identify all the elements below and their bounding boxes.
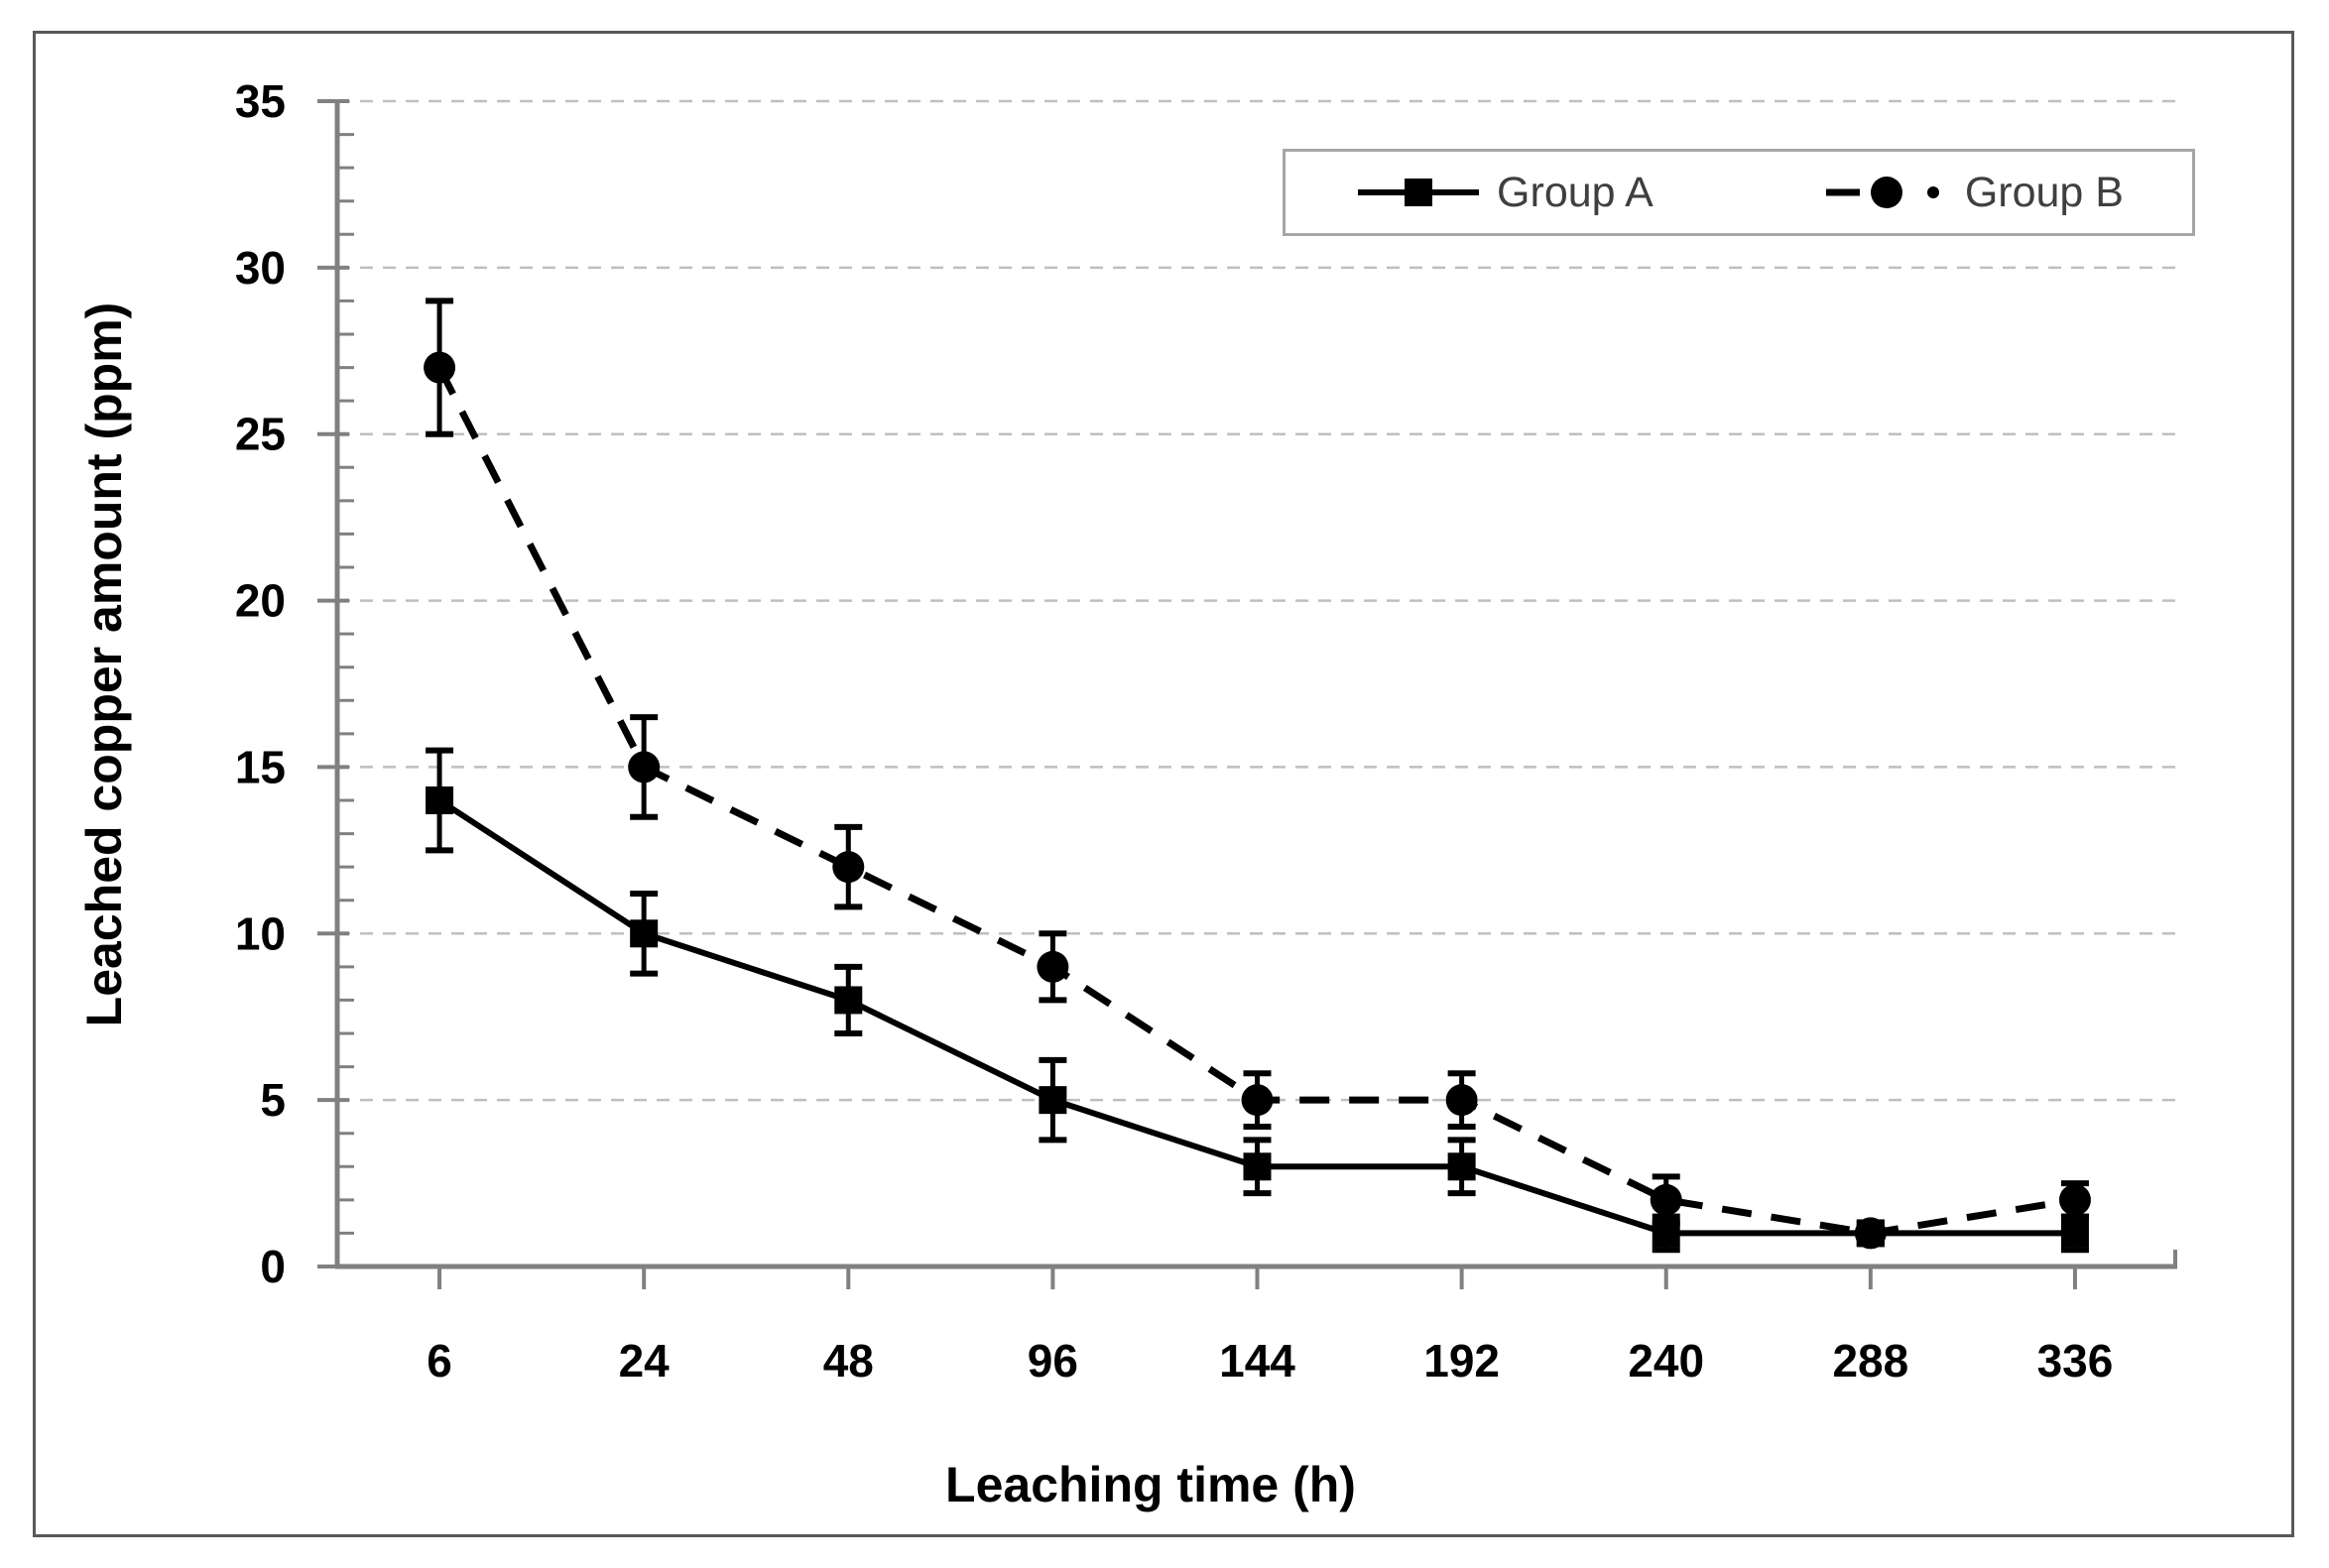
- svg-text:24: 24: [619, 1335, 671, 1387]
- x-axis-title: Leaching time (h): [945, 1457, 1356, 1512]
- legend-entry-group-a: Group A: [1354, 169, 1654, 217]
- series-group-b: [424, 298, 2091, 1250]
- x-tick-labels: 6 24 48 96 144 192 240 288 336: [427, 1335, 2113, 1387]
- svg-text:336: 336: [2037, 1335, 2114, 1387]
- svg-text:96: 96: [1028, 1335, 1078, 1387]
- svg-text:5: 5: [260, 1074, 286, 1126]
- svg-text:15: 15: [235, 741, 286, 792]
- series-group-a: [426, 747, 2089, 1254]
- svg-text:48: 48: [823, 1335, 874, 1387]
- x-ticks: [437, 1266, 2077, 1289]
- legend-box: Group A Group B: [1283, 149, 2195, 236]
- svg-text:288: 288: [1832, 1335, 1908, 1387]
- markers: [424, 351, 2091, 1250]
- svg-text:144: 144: [1219, 1335, 1295, 1387]
- svg-text:6: 6: [427, 1335, 452, 1387]
- legend-entry-group-b: Group B: [1822, 169, 2124, 217]
- markers: [426, 786, 2089, 1248]
- y-axis-title: Leached copper amount (ppm): [76, 302, 132, 1027]
- y-major-ticks: [317, 99, 349, 1268]
- y-gridlines: [337, 99, 2177, 1102]
- group-b-dashed-circle-icon: [1825, 177, 1939, 208]
- svg-text:0: 0: [260, 1241, 286, 1292]
- svg-text:240: 240: [1628, 1335, 1704, 1387]
- svg-text:30: 30: [235, 242, 286, 294]
- svg-text:20: 20: [235, 575, 286, 627]
- svg-text:10: 10: [235, 907, 286, 959]
- svg-text:25: 25: [235, 409, 286, 460]
- legend-label-group-b: Group B: [1964, 168, 2124, 216]
- group-a-solid-square-icon: [1358, 179, 1480, 206]
- svg-text:192: 192: [1423, 1335, 1500, 1387]
- y-minor-ticks: [337, 133, 354, 1235]
- svg-text:35: 35: [235, 75, 286, 127]
- legend-label-group-a: Group A: [1497, 168, 1654, 216]
- y-tick-labels: 0 5 10 15 20 25 30 35: [235, 75, 286, 1292]
